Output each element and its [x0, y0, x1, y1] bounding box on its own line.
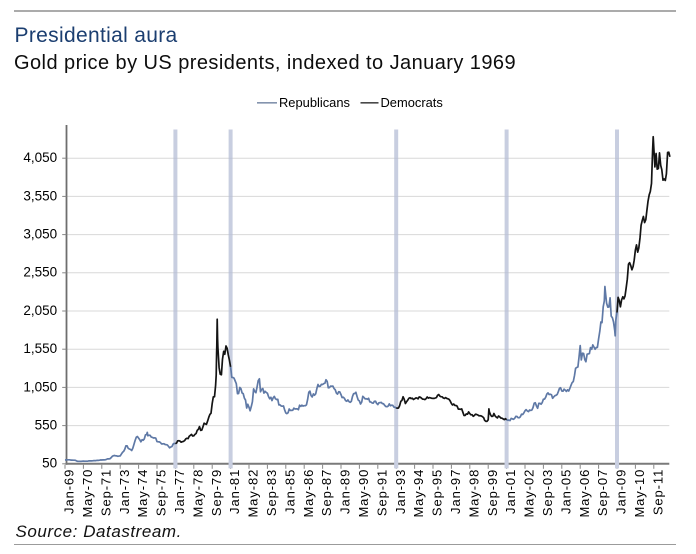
svg-text:May-86: May-86 [301, 469, 316, 518]
svg-text:3,050: 3,050 [23, 227, 57, 242]
svg-text:Democrats: Democrats [381, 95, 443, 110]
svg-text:Sep-91: Sep-91 [374, 469, 389, 516]
svg-text:May-78: May-78 [190, 469, 205, 518]
svg-text:1,550: 1,550 [23, 341, 57, 356]
svg-text:Sep-83: Sep-83 [264, 469, 279, 516]
svg-text:Sep-95: Sep-95 [430, 469, 445, 516]
svg-text:May-02: May-02 [522, 469, 537, 518]
svg-text:Jan-77: Jan-77 [172, 469, 187, 514]
svg-text:May-06: May-06 [577, 469, 592, 518]
svg-text:Jan-01: Jan-01 [503, 469, 518, 514]
svg-text:Sep-87: Sep-87 [319, 469, 334, 516]
svg-text:Sep-07: Sep-07 [595, 469, 610, 516]
svg-text:1,050: 1,050 [23, 379, 57, 394]
svg-text:Sep-99: Sep-99 [485, 469, 500, 516]
svg-text:50: 50 [42, 456, 57, 471]
svg-text:Jan-69: Jan-69 [62, 469, 77, 514]
svg-text:Jan-09: Jan-09 [614, 469, 629, 514]
svg-text:Jan-85: Jan-85 [282, 469, 297, 514]
svg-text:May-98: May-98 [466, 469, 481, 518]
svg-text:Jan-97: Jan-97 [448, 469, 463, 514]
svg-text:Sep-03: Sep-03 [540, 469, 555, 516]
svg-text:May-70: May-70 [80, 469, 95, 518]
svg-text:2,550: 2,550 [23, 265, 57, 280]
svg-text:Sep-75: Sep-75 [154, 469, 169, 516]
svg-text:Republicans: Republicans [279, 95, 350, 110]
svg-text:550: 550 [35, 418, 58, 433]
svg-text:May-94: May-94 [411, 469, 426, 518]
svg-text:May-90: May-90 [356, 469, 371, 518]
svg-text:Jan-73: Jan-73 [117, 469, 132, 514]
svg-text:Sep-71: Sep-71 [98, 469, 113, 516]
svg-text:May-82: May-82 [246, 469, 261, 518]
svg-text:May-74: May-74 [135, 469, 150, 518]
svg-text:3,550: 3,550 [23, 188, 57, 203]
svg-text:May-10: May-10 [632, 469, 647, 518]
svg-text:4,050: 4,050 [23, 150, 57, 165]
svg-text:Jan-81: Jan-81 [227, 469, 242, 514]
svg-text:Jan-89: Jan-89 [338, 469, 353, 514]
svg-text:Jan-05: Jan-05 [558, 469, 573, 514]
svg-text:Sep-11: Sep-11 [650, 469, 665, 515]
svg-text:Jan-93: Jan-93 [393, 469, 408, 514]
svg-text:Sep-79: Sep-79 [209, 469, 224, 516]
svg-text:2,050: 2,050 [23, 303, 57, 318]
